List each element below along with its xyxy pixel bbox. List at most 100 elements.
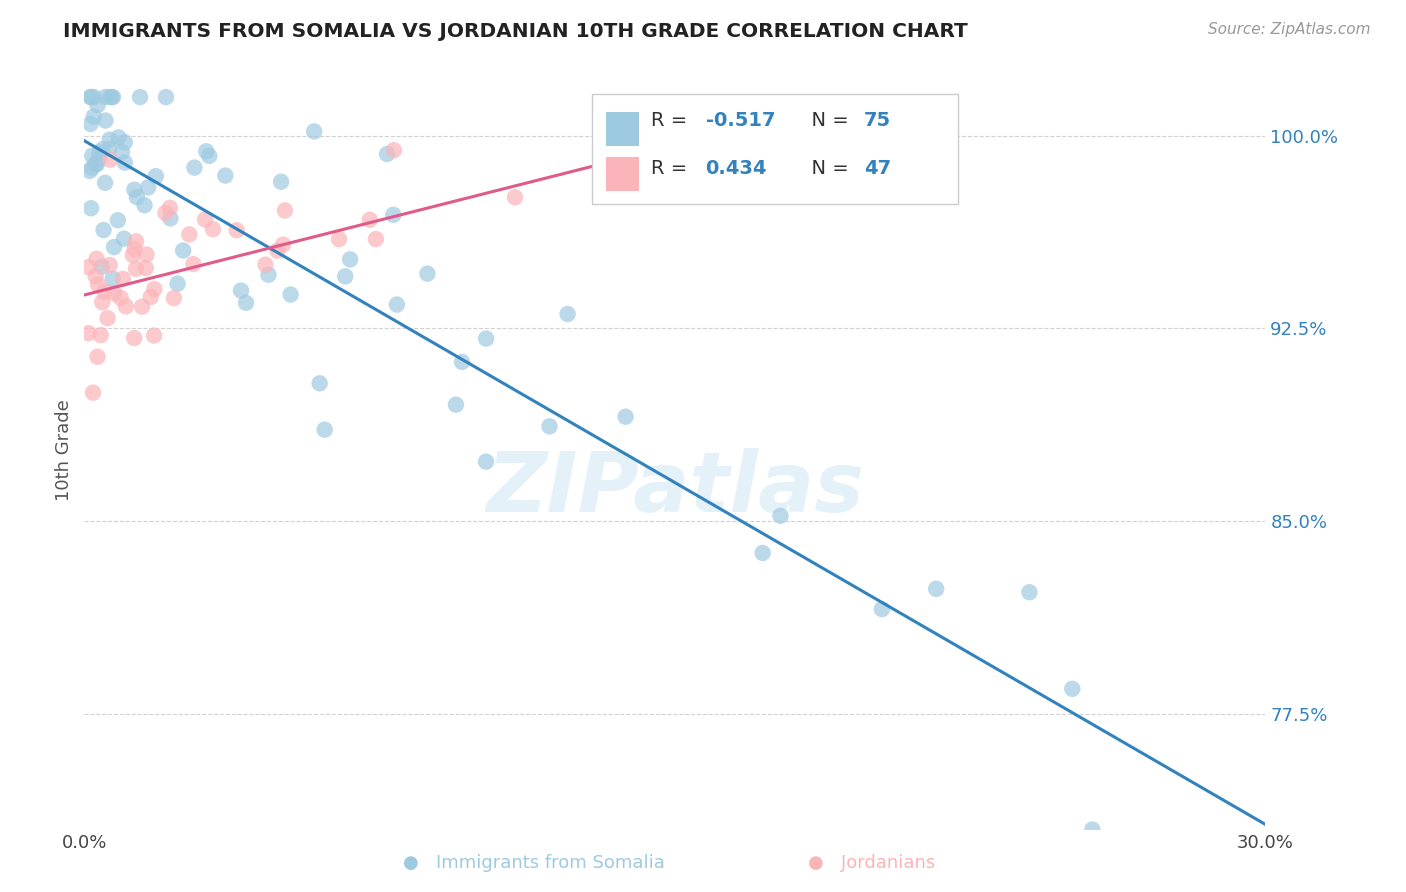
Point [134,198,156,212]
Point [93,223,115,237]
Point [444,398,467,412]
Point [79,164,101,178]
Point [159,201,181,215]
Point [114,155,136,169]
Point [125,190,148,204]
Point [201,222,224,236]
Point [98,153,121,167]
Point [79,117,101,131]
Point [159,211,181,226]
Text: 47: 47 [863,159,891,178]
Bar [592,95,959,204]
Point [359,212,381,227]
Point [172,244,194,258]
Point [135,261,157,276]
Point [503,190,526,204]
Text: IMMIGRANTS FROM SOMALIA VS JORDANIAN 10TH GRADE CORRELATION CHART: IMMIGRANTS FROM SOMALIA VS JORDANIAN 10T… [63,22,967,41]
Point [375,147,398,161]
Point [274,203,297,218]
Point [198,149,221,163]
Point [135,247,157,261]
Point [82,161,104,175]
Point [1081,822,1104,837]
Point [77,326,100,341]
Point [235,295,257,310]
Text: ●   Jordanians: ● Jordanians [808,855,935,872]
Point [91,295,114,310]
Point [136,180,159,194]
Point [111,145,134,159]
Point [80,201,103,215]
Point [195,145,218,159]
Text: N =: N = [799,159,855,178]
Point [80,90,103,104]
Point [183,257,205,271]
Point [93,285,115,299]
Point [97,311,120,326]
Point [870,602,893,616]
Point [257,268,280,282]
Point [143,328,166,343]
Text: N =: N = [799,112,855,130]
Point [107,213,129,227]
Point [84,269,107,284]
Point [98,133,121,147]
Point [328,232,350,246]
Point [79,90,101,104]
Point [111,272,134,286]
Point [416,267,439,281]
Text: ZIPatlas: ZIPatlas [486,448,863,529]
Point [98,90,121,104]
Point [103,240,125,254]
Point [254,258,277,272]
Point [124,183,146,197]
Point [90,328,112,343]
Point [139,290,162,304]
Point [107,130,129,145]
Bar [606,157,640,191]
Point [90,260,112,274]
Point [125,261,148,276]
Point [131,300,153,314]
Point [101,90,124,104]
Point [339,252,361,267]
Point [314,423,336,437]
Point [769,508,792,523]
Point [82,149,104,163]
Point [1062,681,1084,696]
Point [229,284,252,298]
Point [538,419,561,434]
Point [129,90,152,104]
Point [83,110,105,124]
Point [91,142,114,156]
Point [163,291,186,305]
Point [112,232,135,246]
Point [225,223,247,237]
Point [115,299,138,313]
Point [89,145,111,160]
Point [1018,585,1040,599]
Point [751,546,773,560]
Point [124,243,146,257]
Point [214,169,236,183]
Point [83,90,105,104]
Text: ●   Immigrants from Somalia: ● Immigrants from Somalia [404,855,665,872]
Point [451,355,474,369]
Bar [606,112,640,145]
Point [614,409,637,424]
Point [382,208,405,222]
Point [385,297,408,311]
Point [155,90,177,104]
Point [335,269,357,284]
Point [84,157,107,171]
Point [166,277,188,291]
Point [86,350,108,364]
Point [86,98,108,112]
Point [183,161,205,175]
Point [87,277,110,292]
Text: 0.434: 0.434 [706,159,768,178]
Point [122,331,145,345]
Point [271,237,294,252]
Point [94,90,117,104]
Text: R =: R = [651,112,693,130]
